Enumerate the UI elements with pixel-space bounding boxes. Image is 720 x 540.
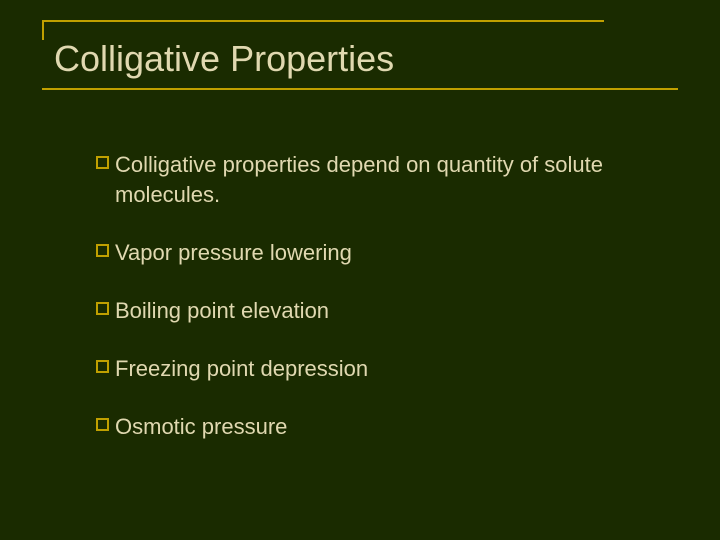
title-rule-top	[42, 20, 604, 40]
square-bullet-icon	[96, 244, 109, 257]
list-item-text: Osmotic pressure	[115, 412, 656, 442]
title-rule-bottom	[42, 88, 678, 90]
slide-body: Colligative properties depend on quantit…	[96, 150, 656, 470]
list-item: Boiling point elevation	[96, 296, 656, 326]
list-item: Vapor pressure lowering	[96, 238, 656, 268]
list-item-text: Colligative properties depend on quantit…	[115, 150, 656, 210]
list-item: Osmotic pressure	[96, 412, 656, 442]
slide: Colligative Properties Colligative prope…	[0, 0, 720, 540]
list-item-text: Vapor pressure lowering	[115, 238, 656, 268]
square-bullet-icon	[96, 156, 109, 169]
list-item-text: Freezing point depression	[115, 354, 656, 384]
square-bullet-icon	[96, 418, 109, 431]
list-item-text: Boiling point elevation	[115, 296, 656, 326]
square-bullet-icon	[96, 302, 109, 315]
list-item: Freezing point depression	[96, 354, 656, 384]
square-bullet-icon	[96, 360, 109, 373]
list-item: Colligative properties depend on quantit…	[96, 150, 656, 210]
slide-title: Colligative Properties	[54, 38, 394, 80]
